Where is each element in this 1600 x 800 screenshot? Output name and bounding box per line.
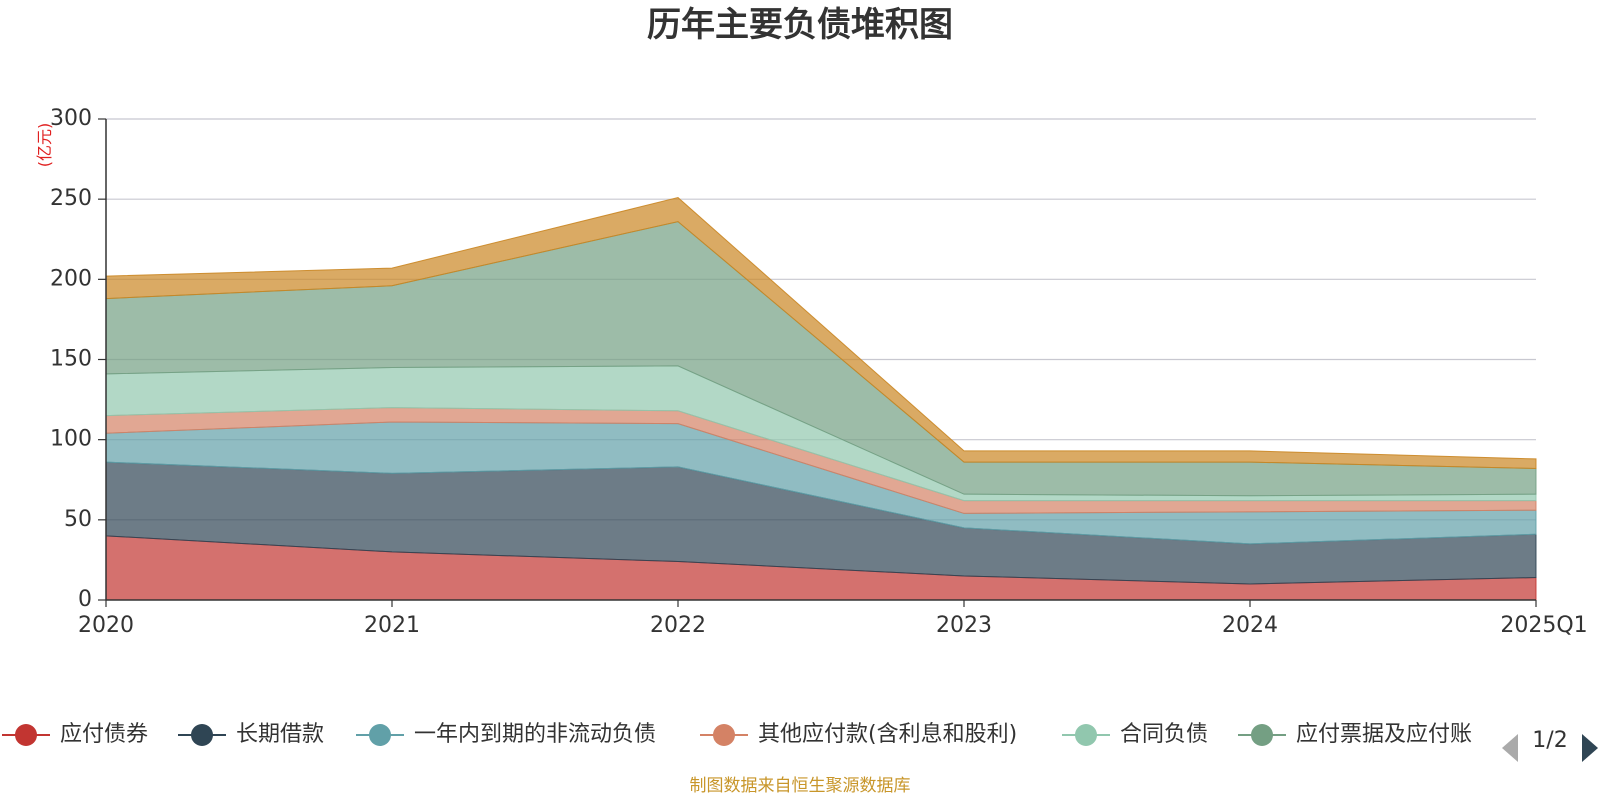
legend-item-3[interactable]: 一年内到期的非流动负债 bbox=[356, 722, 656, 747]
legend-marker-icon bbox=[713, 724, 735, 746]
legend-page-indicator: 1/2 bbox=[1532, 728, 1567, 753]
y-tick-label: 150 bbox=[50, 347, 92, 372]
legend-marker-icon bbox=[15, 724, 37, 746]
legend-label: 其他应付款(含利息和股利) bbox=[758, 722, 1017, 747]
legend-marker-icon bbox=[1251, 724, 1273, 746]
y-tick-label: 0 bbox=[78, 587, 92, 612]
x-tick-label: 2020 bbox=[78, 613, 134, 638]
y-tick-label: 100 bbox=[50, 427, 92, 452]
chart-title: 历年主要负债堆积图 bbox=[647, 5, 953, 45]
x-tick-label: 2021 bbox=[364, 613, 420, 638]
legend-item-2[interactable]: 长期借款 bbox=[178, 722, 324, 747]
legend-pager: 1/2 bbox=[1502, 728, 1598, 762]
legend-item-4[interactable]: 其他应付款(含利息和股利) bbox=[700, 722, 1017, 747]
x-tick-label: 2024 bbox=[1222, 613, 1278, 638]
y-axis-unit-label: (亿元) bbox=[35, 123, 54, 168]
x-tick-label: 2023 bbox=[936, 613, 992, 638]
y-tick-label: 200 bbox=[50, 266, 92, 291]
legend-item-1[interactable]: 应付债券 bbox=[2, 722, 148, 747]
x-axis-ticks: 2020 2021 2022 2023 2024 2025Q1 bbox=[78, 600, 1588, 638]
triangle-left-icon[interactable] bbox=[1502, 734, 1518, 762]
legend-item-6[interactable]: 应付票据及应付账 bbox=[1238, 722, 1472, 747]
legend-label: 应付票据及应付账 bbox=[1296, 722, 1472, 747]
y-axis-ticks: 0 50 100 150 200 250 300 bbox=[50, 106, 106, 612]
legend: 应付债券 长期借款 一年内到期的非流动负债 其他应付款(含利息和股利) 合同负债 应付票据… bbox=[2, 722, 1472, 747]
legend-marker-icon bbox=[1075, 724, 1097, 746]
x-tick-label: 2022 bbox=[650, 613, 706, 638]
legend-label: 应付债券 bbox=[60, 722, 148, 747]
triangle-right-icon[interactable] bbox=[1582, 734, 1598, 762]
legend-label: 一年内到期的非流动负债 bbox=[414, 722, 656, 747]
source-note: 制图数据来自恒生聚源数据库 bbox=[690, 776, 911, 796]
area-series-7[interactable] bbox=[105, 197, 1537, 470]
legend-label: 合同负债 bbox=[1120, 722, 1208, 747]
legend-item-5[interactable]: 合同负债 bbox=[1062, 722, 1208, 747]
area-series[interactable] bbox=[105, 197, 1537, 601]
y-tick-label: 50 bbox=[64, 507, 92, 532]
y-tick-label: 300 bbox=[50, 106, 92, 131]
legend-marker-icon bbox=[369, 724, 391, 746]
legend-marker-icon bbox=[191, 724, 213, 746]
legend-label: 长期借款 bbox=[236, 722, 324, 747]
y-tick-label: 250 bbox=[50, 186, 92, 211]
x-tick-label: 2025Q1 bbox=[1500, 613, 1587, 638]
